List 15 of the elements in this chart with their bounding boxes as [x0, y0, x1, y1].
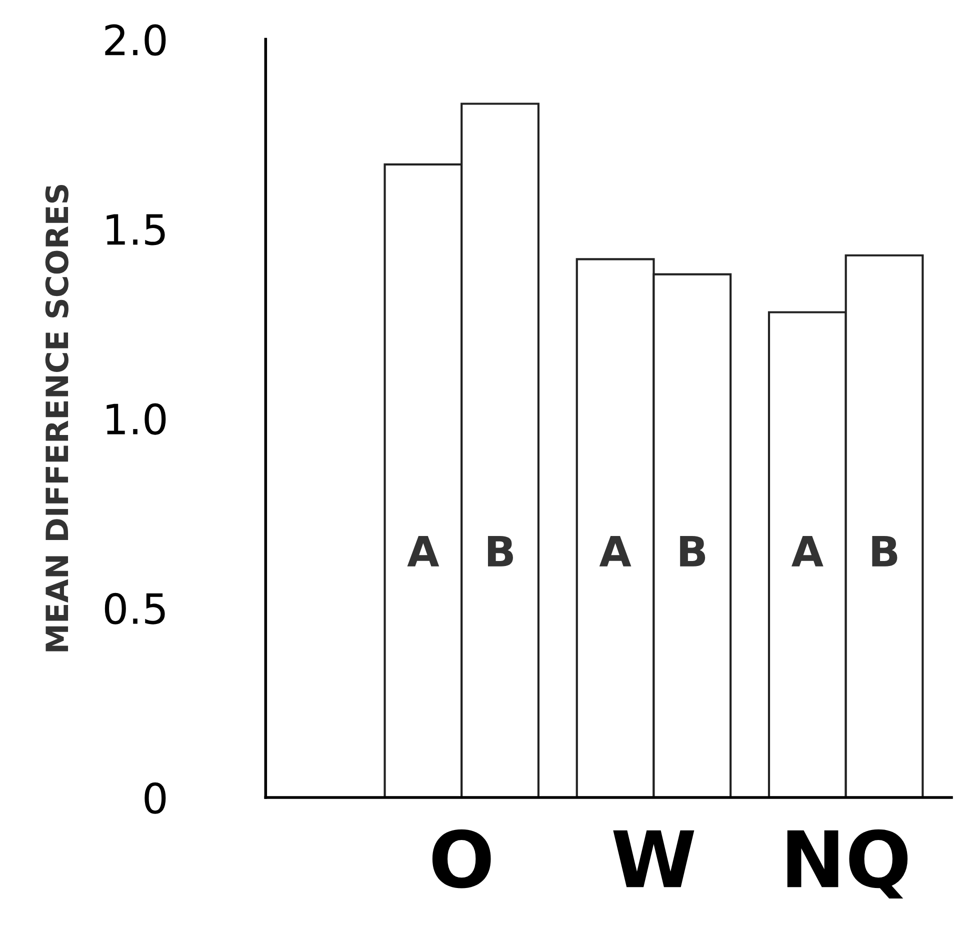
text: A: [599, 536, 632, 566]
y-tick-label: 1.0: [106, 403, 166, 435]
x-tick-label: NQ: [787, 829, 908, 898]
y-axis-title: MEAN DIFFERENCE SCORES: [45, 185, 68, 652]
text: B: [872, 536, 898, 566]
series-label: A: [407, 536, 440, 566]
y-tick-label: 2.0: [105, 24, 166, 56]
series-label: B: [488, 536, 513, 566]
y-tick-label: 0.5: [104, 592, 165, 624]
y-tick-label: 0: [144, 782, 166, 814]
x-tick-label: W: [613, 830, 694, 888]
text: B: [680, 536, 706, 566]
y-tick-label: 1.5: [106, 214, 165, 246]
text: A: [792, 536, 824, 566]
x-tick-label: O: [432, 829, 491, 888]
